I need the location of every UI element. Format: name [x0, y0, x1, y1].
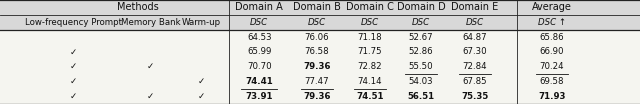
- Text: 64.87: 64.87: [463, 33, 487, 42]
- Text: 70.70: 70.70: [247, 62, 271, 71]
- Text: 69.58: 69.58: [540, 77, 564, 86]
- Text: 67.85: 67.85: [463, 77, 487, 86]
- Text: ✓: ✓: [70, 77, 77, 86]
- Text: 65.86: 65.86: [540, 33, 564, 42]
- Text: 73.91: 73.91: [246, 92, 273, 101]
- Text: Domain B: Domain B: [293, 2, 340, 12]
- Text: 55.50: 55.50: [409, 62, 433, 71]
- Text: 76.06: 76.06: [305, 33, 329, 42]
- Text: 71.18: 71.18: [358, 33, 382, 42]
- Text: 66.90: 66.90: [540, 48, 564, 56]
- Text: ✓: ✓: [198, 77, 205, 86]
- Text: DSC ↑: DSC ↑: [538, 18, 566, 27]
- Text: Domain A: Domain A: [236, 2, 283, 12]
- Text: ✓: ✓: [70, 48, 77, 56]
- Text: 70.24: 70.24: [540, 62, 564, 71]
- Text: Domain E: Domain E: [451, 2, 499, 12]
- Text: 64.53: 64.53: [247, 33, 271, 42]
- Text: 71.93: 71.93: [538, 92, 565, 101]
- Text: 52.86: 52.86: [409, 48, 433, 56]
- Text: 74.51: 74.51: [356, 92, 383, 101]
- Text: Methods: Methods: [116, 2, 159, 12]
- Text: 76.58: 76.58: [305, 48, 329, 56]
- Text: 54.03: 54.03: [409, 77, 433, 86]
- Text: Domain D: Domain D: [397, 2, 445, 12]
- Text: 65.99: 65.99: [247, 48, 271, 56]
- Text: 67.30: 67.30: [463, 48, 487, 56]
- Text: 75.35: 75.35: [461, 92, 488, 101]
- Text: Domain C: Domain C: [346, 2, 394, 12]
- Text: DSC: DSC: [412, 18, 430, 27]
- Text: ✓: ✓: [70, 92, 77, 101]
- Text: ✓: ✓: [198, 92, 205, 101]
- Text: 77.47: 77.47: [305, 77, 329, 86]
- Text: 79.36: 79.36: [303, 92, 330, 101]
- Text: 79.36: 79.36: [303, 62, 330, 71]
- Text: Average: Average: [532, 2, 572, 12]
- Text: Memory Bank: Memory Bank: [120, 18, 180, 27]
- Text: 71.75: 71.75: [358, 48, 382, 56]
- Text: 56.51: 56.51: [408, 92, 435, 101]
- Bar: [0, 0, 640, 15]
- Text: DSC: DSC: [308, 18, 326, 27]
- Text: Warm-up: Warm-up: [182, 18, 221, 27]
- Text: 72.84: 72.84: [463, 62, 487, 71]
- Text: DSC: DSC: [361, 18, 379, 27]
- Text: 74.41: 74.41: [245, 77, 273, 86]
- Text: ✓: ✓: [70, 62, 77, 71]
- Text: Low-frequency Prompt: Low-frequency Prompt: [25, 18, 122, 27]
- Text: ✓: ✓: [147, 92, 154, 101]
- Text: ✓: ✓: [147, 62, 154, 71]
- Text: 72.82: 72.82: [358, 62, 382, 71]
- Text: DSC: DSC: [466, 18, 484, 27]
- Text: 52.67: 52.67: [409, 33, 433, 42]
- Text: 74.14: 74.14: [358, 77, 382, 86]
- Text: DSC: DSC: [250, 18, 268, 27]
- Bar: [0, 15, 640, 30]
